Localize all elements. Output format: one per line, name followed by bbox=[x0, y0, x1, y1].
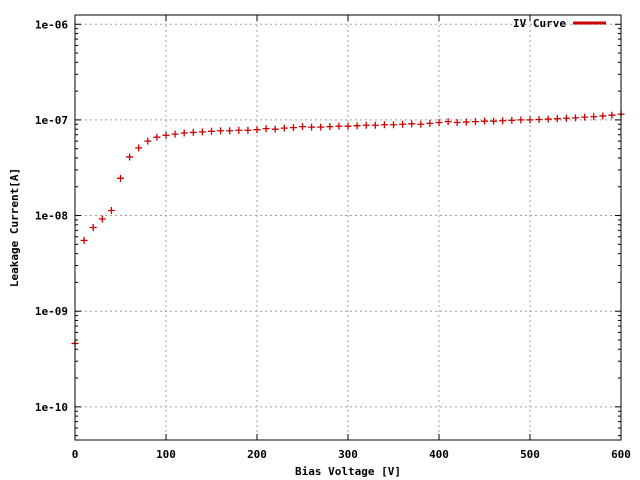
data-point bbox=[572, 114, 579, 122]
data-point bbox=[371, 121, 379, 129]
data-point bbox=[180, 129, 188, 137]
data-point bbox=[317, 123, 325, 131]
data-point bbox=[244, 126, 252, 134]
data-point bbox=[198, 128, 206, 136]
data-point bbox=[526, 116, 534, 124]
x-tick-label: 600 bbox=[611, 448, 631, 461]
data-point bbox=[299, 123, 306, 131]
legend-label: IV Curve bbox=[513, 17, 566, 30]
data-point bbox=[135, 144, 143, 152]
y-tick-label: 1e-06 bbox=[35, 18, 68, 31]
data-point bbox=[289, 124, 297, 132]
data-point bbox=[208, 127, 215, 135]
data-point bbox=[153, 133, 161, 141]
data-point bbox=[544, 115, 552, 123]
data-point bbox=[417, 120, 425, 128]
data-point bbox=[508, 116, 516, 124]
data-point bbox=[344, 122, 352, 130]
y-tick-label: 1e-10 bbox=[35, 401, 68, 414]
x-tick-label: 100 bbox=[156, 448, 176, 461]
data-point bbox=[171, 130, 179, 138]
data-point bbox=[126, 153, 134, 161]
data-point bbox=[226, 127, 234, 135]
data-point bbox=[189, 128, 197, 136]
data-point bbox=[408, 120, 416, 128]
data-point bbox=[107, 206, 115, 214]
data-point bbox=[399, 120, 407, 128]
data-point bbox=[453, 118, 461, 126]
data-point bbox=[481, 117, 488, 125]
data-point bbox=[335, 122, 343, 130]
legend: IV Curve bbox=[513, 17, 606, 30]
data-point bbox=[80, 236, 88, 244]
data-point bbox=[599, 112, 607, 120]
data-point bbox=[98, 215, 106, 223]
data-point bbox=[581, 113, 589, 121]
x-axis-label: Bias Voltage [V] bbox=[295, 465, 401, 478]
data-point bbox=[217, 127, 225, 135]
data-point bbox=[426, 119, 434, 127]
plot-frame bbox=[74, 14, 622, 441]
x-tick-label: 0 bbox=[72, 448, 79, 461]
data-point bbox=[253, 126, 261, 134]
data-point bbox=[144, 137, 152, 145]
data-point bbox=[353, 122, 361, 130]
y-tick-label: 1e-09 bbox=[35, 305, 68, 318]
data-point bbox=[490, 117, 498, 125]
data-point bbox=[517, 116, 525, 124]
data-point bbox=[271, 125, 279, 133]
data-point bbox=[380, 121, 388, 129]
data-point bbox=[553, 115, 561, 123]
y-tick-label: 1e-07 bbox=[35, 114, 68, 127]
x-tick-label: 300 bbox=[338, 448, 358, 461]
x-tick-label: 200 bbox=[247, 448, 267, 461]
x-tick-label: 500 bbox=[520, 448, 540, 461]
x-tick-label: 400 bbox=[429, 448, 449, 461]
axis-ticks: 0 100 200 300 400 500 600 1e-10 1e-09 1e-08 1e-07 1… bbox=[35, 15, 631, 461]
data-point bbox=[235, 126, 243, 134]
data-point bbox=[117, 174, 124, 182]
data-point bbox=[535, 115, 543, 123]
data-point bbox=[462, 118, 470, 126]
data-point bbox=[89, 224, 97, 231]
data-point bbox=[162, 131, 170, 139]
data-point bbox=[435, 118, 443, 126]
data-point bbox=[362, 121, 370, 129]
y-tick-label: 1e-08 bbox=[35, 210, 68, 223]
y-axis-label: Leakage Current[A] bbox=[8, 168, 21, 287]
data-point bbox=[471, 118, 479, 126]
data-point bbox=[499, 117, 507, 125]
data-point bbox=[390, 121, 397, 129]
data-point bbox=[562, 114, 570, 122]
grid bbox=[75, 15, 621, 440]
data-point bbox=[326, 123, 334, 131]
data-point bbox=[444, 118, 452, 126]
data-point bbox=[280, 124, 288, 132]
data-point bbox=[590, 113, 598, 121]
data-point bbox=[308, 123, 316, 131]
data-point bbox=[262, 125, 270, 133]
data-point bbox=[608, 111, 616, 119]
